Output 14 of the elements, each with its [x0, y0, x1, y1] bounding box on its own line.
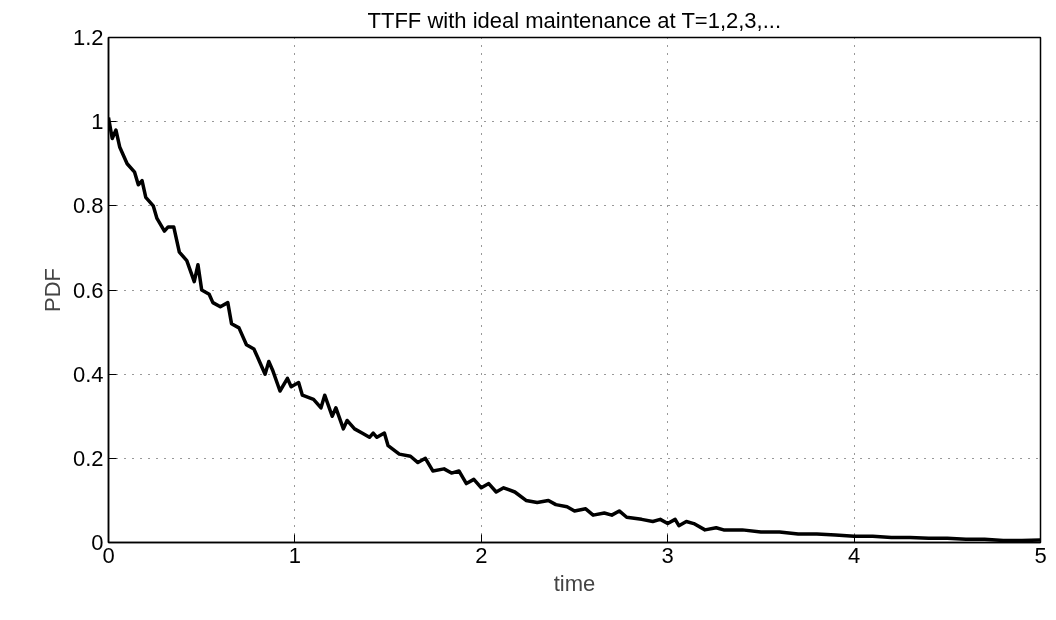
x-tick-label: 4 — [847, 542, 861, 568]
y-axis-title: PDF — [39, 268, 65, 312]
x-tick-label: 3 — [661, 542, 674, 568]
chart-title: TTFF with ideal maintenance at T=1,2,3,... — [367, 7, 782, 33]
y-tick-label: 1 — [91, 109, 104, 135]
x-tick-label: 2 — [475, 542, 488, 568]
y-tick-label: 0.8 — [72, 193, 104, 219]
y-tick-label: 0.6 — [72, 277, 104, 303]
y-tick-label: 1.2 — [72, 25, 104, 50]
x-tick-label: 1 — [288, 542, 302, 568]
y-tick-label: 0.2 — [72, 445, 104, 471]
x-axis-title: time — [553, 570, 596, 596]
x-tick-label: 5 — [1034, 542, 1047, 568]
y-tick-label: 0.4 — [72, 361, 104, 387]
